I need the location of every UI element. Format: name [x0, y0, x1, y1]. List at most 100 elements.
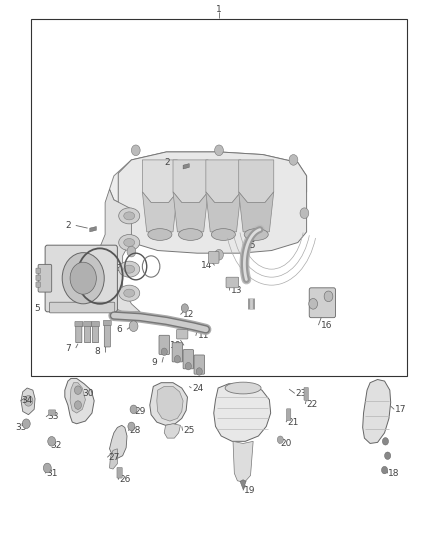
FancyBboxPatch shape: [172, 343, 183, 362]
Ellipse shape: [179, 229, 202, 240]
FancyBboxPatch shape: [38, 264, 52, 292]
Ellipse shape: [225, 382, 261, 394]
FancyBboxPatch shape: [104, 324, 110, 347]
FancyBboxPatch shape: [226, 277, 239, 288]
FancyBboxPatch shape: [36, 268, 40, 273]
FancyBboxPatch shape: [103, 320, 111, 326]
Circle shape: [300, 208, 309, 219]
Circle shape: [174, 356, 180, 363]
Text: 14: 14: [201, 261, 212, 270]
FancyBboxPatch shape: [76, 325, 82, 343]
Ellipse shape: [119, 261, 140, 277]
Text: 33: 33: [47, 413, 58, 421]
Text: 8: 8: [94, 348, 100, 356]
Circle shape: [181, 304, 188, 312]
Text: 15: 15: [245, 241, 256, 249]
Circle shape: [130, 405, 137, 414]
Text: 26: 26: [119, 475, 131, 484]
FancyBboxPatch shape: [49, 410, 56, 415]
FancyBboxPatch shape: [194, 355, 205, 374]
Text: 35: 35: [15, 423, 27, 432]
Circle shape: [277, 436, 283, 443]
Circle shape: [215, 249, 223, 260]
Circle shape: [324, 291, 333, 302]
Polygon shape: [233, 441, 253, 482]
Polygon shape: [240, 480, 246, 489]
Text: 32: 32: [50, 441, 62, 449]
Polygon shape: [96, 189, 140, 312]
Polygon shape: [142, 160, 177, 203]
Text: 30: 30: [82, 389, 93, 398]
Circle shape: [74, 401, 81, 409]
Polygon shape: [118, 152, 307, 253]
Polygon shape: [65, 378, 94, 424]
Ellipse shape: [124, 212, 134, 220]
Polygon shape: [183, 164, 189, 169]
Text: 28: 28: [129, 426, 141, 435]
Polygon shape: [206, 160, 241, 203]
Circle shape: [129, 321, 138, 332]
Circle shape: [381, 466, 388, 474]
Text: 21: 21: [287, 418, 298, 426]
FancyBboxPatch shape: [183, 350, 194, 369]
Text: 31: 31: [46, 469, 57, 478]
FancyBboxPatch shape: [309, 288, 336, 318]
Circle shape: [127, 246, 136, 257]
FancyBboxPatch shape: [159, 335, 170, 354]
Circle shape: [289, 155, 298, 165]
Polygon shape: [214, 384, 271, 441]
Polygon shape: [150, 383, 187, 425]
FancyBboxPatch shape: [75, 321, 83, 327]
Polygon shape: [142, 192, 177, 232]
Text: 17: 17: [395, 405, 406, 414]
Ellipse shape: [148, 229, 172, 240]
Circle shape: [215, 145, 223, 156]
Text: 22: 22: [306, 400, 318, 408]
Text: 1: 1: [216, 5, 222, 14]
Circle shape: [161, 348, 167, 356]
Ellipse shape: [124, 265, 134, 273]
FancyBboxPatch shape: [45, 245, 117, 312]
Ellipse shape: [244, 229, 268, 240]
Circle shape: [185, 362, 191, 370]
FancyBboxPatch shape: [36, 282, 40, 287]
Polygon shape: [21, 388, 35, 415]
Text: 20: 20: [280, 439, 291, 448]
Polygon shape: [206, 192, 241, 232]
Text: 13: 13: [231, 286, 242, 295]
Text: 25: 25: [184, 426, 195, 435]
Circle shape: [131, 145, 140, 156]
Ellipse shape: [211, 229, 236, 240]
FancyBboxPatch shape: [84, 321, 92, 327]
Circle shape: [22, 419, 30, 429]
Text: 29: 29: [134, 407, 146, 416]
Ellipse shape: [119, 208, 140, 224]
Text: 27: 27: [108, 453, 120, 462]
Circle shape: [24, 395, 33, 406]
FancyBboxPatch shape: [92, 325, 99, 343]
Text: 9: 9: [151, 358, 157, 367]
Circle shape: [62, 253, 104, 304]
Polygon shape: [173, 160, 208, 203]
Circle shape: [48, 437, 56, 446]
FancyBboxPatch shape: [177, 329, 188, 339]
Text: 10: 10: [170, 341, 182, 350]
Ellipse shape: [119, 235, 140, 251]
Polygon shape: [70, 383, 85, 413]
Ellipse shape: [124, 239, 134, 247]
Text: 2: 2: [165, 158, 170, 167]
Circle shape: [385, 452, 391, 459]
Polygon shape: [164, 424, 180, 438]
Circle shape: [43, 463, 51, 473]
Circle shape: [382, 438, 389, 445]
Polygon shape: [239, 192, 274, 232]
Circle shape: [74, 386, 81, 394]
Text: 23: 23: [296, 389, 307, 398]
Polygon shape: [173, 192, 208, 232]
Circle shape: [309, 298, 318, 309]
FancyBboxPatch shape: [85, 325, 91, 343]
FancyBboxPatch shape: [304, 387, 308, 400]
FancyBboxPatch shape: [36, 275, 40, 280]
Ellipse shape: [119, 285, 140, 301]
Circle shape: [196, 368, 202, 375]
